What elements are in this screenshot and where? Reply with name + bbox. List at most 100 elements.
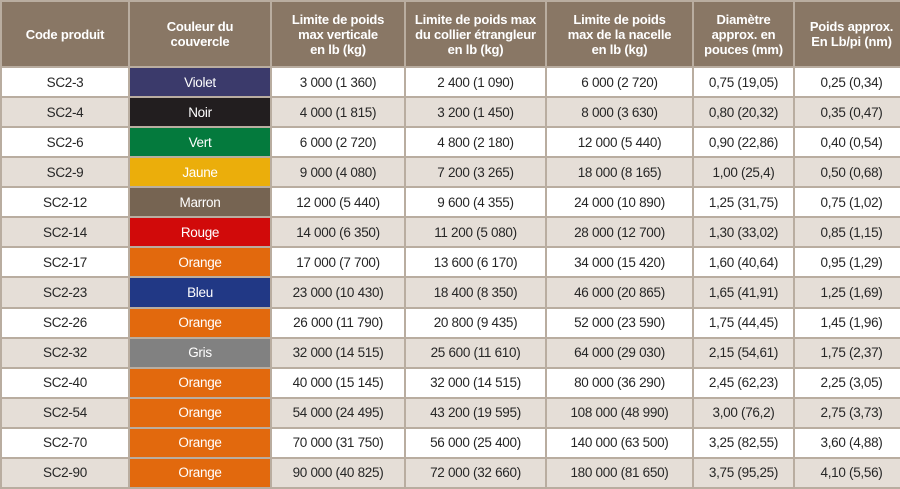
cover-color-cell: Orange [130,308,270,337]
basket-limit-cell: 108 000 (48 990) [547,398,692,427]
diameter-cell: 1,75 (44,45) [694,308,793,337]
header-vertical-limit: Limite de poids max verticale en lb (kg) [272,2,404,66]
header-weight: Poids approx. En Lb/pi (nm) [795,2,900,66]
weight-cell: 3,60 (4,88) [795,428,900,457]
header-row: Code produit Couleur du couvercle Limite de… [2,2,900,66]
cover-color-cell: Vert [130,128,270,157]
diameter-cell: 3,25 (82,55) [694,428,793,457]
header-line: max verticale [298,26,378,42]
vertical-limit-cell: 17 000 (7 700) [272,248,404,277]
cover-color-cell: Noir [130,98,270,127]
basket-limit-cell: 52 000 (23 590) [547,308,692,337]
table-row: SC2-70 Orange 70 000 (31 750) 56 000 (25 40… [2,428,900,457]
choker-limit-cell: 11 200 (5 080) [406,218,545,247]
table-row: SC2-14 Rouge 14 000 (6 350) 11 200 (5 080) 2… [2,218,900,247]
header-line: Diamètre [716,11,771,27]
choker-limit-cell: 20 800 (9 435) [406,308,545,337]
choker-limit-cell: 56 000 (25 400) [406,428,545,457]
basket-limit-cell: 8 000 (3 630) [547,98,692,127]
choker-limit-cell: 9 600 (4 355) [406,188,545,217]
table-row: SC2-23 Bleu 23 000 (10 430) 18 400 (8 350) 4… [2,278,900,307]
product-code-cell: SC2-70 [2,428,128,457]
header-diameter: Diamètre approx. en pouces (mm) [694,2,793,66]
vertical-limit-cell: 3 000 (1 360) [272,68,404,97]
header-line: Limite de poids [573,11,666,27]
header-choker-limit: Limite de poids max du collier étrangleur… [406,2,545,66]
basket-limit-cell: 64 000 (29 030) [547,338,692,367]
cover-color-cell: Orange [130,368,270,397]
diameter-cell: 1,65 (41,91) [694,278,793,307]
basket-limit-cell: 180 000 (81 650) [547,458,692,487]
table-row: SC2-4 Noir 4 000 (1 815) 3 200 (1 450) 8 000… [2,98,900,127]
weight-cell: 2,75 (3,73) [795,398,900,427]
weight-cell: 0,95 (1,29) [795,248,900,277]
header-line: approx. en [711,26,776,42]
weight-cell: 0,35 (0,47) [795,98,900,127]
basket-limit-cell: 140 000 (63 500) [547,428,692,457]
diameter-cell: 0,75 (19,05) [694,68,793,97]
header-line: en lb (kg) [310,41,366,57]
basket-limit-cell: 34 000 (15 420) [547,248,692,277]
weight-cell: 0,40 (0,54) [795,128,900,157]
diameter-cell: 3,00 (76,2) [694,398,793,427]
table-row: SC2-54 Orange 54 000 (24 495) 43 200 (19 59… [2,398,900,427]
header-line: En Lb/pi (nm) [811,34,892,49]
vertical-limit-cell: 26 000 (11 790) [272,308,404,337]
choker-limit-cell: 32 000 (14 515) [406,368,545,397]
choker-limit-cell: 25 600 (11 610) [406,338,545,367]
table-row: SC2-90 Orange 90 000 (40 825) 72 000 (32 66… [2,458,900,487]
header-basket-limit: Limite de poids max de la nacelle en lb (k… [547,2,692,66]
weight-cell: 0,25 (0,34) [795,68,900,97]
weight-cell: 1,25 (1,69) [795,278,900,307]
weight-cell: 0,75 (1,02) [795,188,900,217]
product-code-cell: SC2-32 [2,338,128,367]
header-line: Poids approx. [809,19,894,34]
vertical-limit-cell: 6 000 (2 720) [272,128,404,157]
product-code-cell: SC2-23 [2,278,128,307]
product-code-cell: SC2-12 [2,188,128,217]
table-row: SC2-12 Marron 12 000 (5 440) 9 600 (4 355) 2… [2,188,900,217]
cover-color-cell: Orange [130,458,270,487]
weight-cell: 1,45 (1,96) [795,308,900,337]
vertical-limit-cell: 32 000 (14 515) [272,338,404,367]
weight-cell: 4,10 (5,56) [795,458,900,487]
weight-cell: 0,50 (0,68) [795,158,900,187]
table-row: SC2-26 Orange 26 000 (11 790) 20 800 (9 435… [2,308,900,337]
choker-limit-cell: 4 800 (2 180) [406,128,545,157]
basket-limit-cell: 80 000 (36 290) [547,368,692,397]
table-body: SC2-3 Violet 3 000 (1 360) 2 400 (1 090) 6 0… [2,68,900,487]
choker-limit-cell: 18 400 (8 350) [406,278,545,307]
product-code-cell: SC2-26 [2,308,128,337]
table-row: SC2-17 Orange 17 000 (7 700) 13 600 (6 170)… [2,248,900,277]
product-code-cell: SC2-17 [2,248,128,277]
table-row: SC2-32 Gris 32 000 (14 515) 25 600 (11 610)… [2,338,900,367]
vertical-limit-cell: 54 000 (24 495) [272,398,404,427]
basket-limit-cell: 46 000 (20 865) [547,278,692,307]
choker-limit-cell: 2 400 (1 090) [406,68,545,97]
cover-color-cell: Violet [130,68,270,97]
vertical-limit-cell: 9 000 (4 080) [272,158,404,187]
table-row: SC2-6 Vert 6 000 (2 720) 4 800 (2 180) 12 00… [2,128,900,157]
table-row: SC2-40 Orange 40 000 (15 145) 32 000 (14 51… [2,368,900,397]
basket-limit-cell: 18 000 (8 165) [547,158,692,187]
diameter-cell: 1,60 (40,64) [694,248,793,277]
weight-cell: 0,85 (1,15) [795,218,900,247]
vertical-limit-cell: 14 000 (6 350) [272,218,404,247]
table-row: SC2-9 Jaune 9 000 (4 080) 7 200 (3 265) 18 0… [2,158,900,187]
vertical-limit-cell: 4 000 (1 815) [272,98,404,127]
product-code-cell: SC2-40 [2,368,128,397]
product-code-cell: SC2-54 [2,398,128,427]
product-code-cell: SC2-9 [2,158,128,187]
header-line: max de la nacelle [567,26,672,42]
diameter-cell: 1,30 (33,02) [694,218,793,247]
cover-color-cell: Orange [130,398,270,427]
header-line: Couleur du [166,19,234,34]
cover-color-cell: Bleu [130,278,270,307]
basket-limit-cell: 24 000 (10 890) [547,188,692,217]
choker-limit-cell: 7 200 (3 265) [406,158,545,187]
cover-color-cell: Orange [130,428,270,457]
vertical-limit-cell: 70 000 (31 750) [272,428,404,457]
header-cover-color: Couleur du couvercle [130,2,270,66]
vertical-limit-cell: 23 000 (10 430) [272,278,404,307]
